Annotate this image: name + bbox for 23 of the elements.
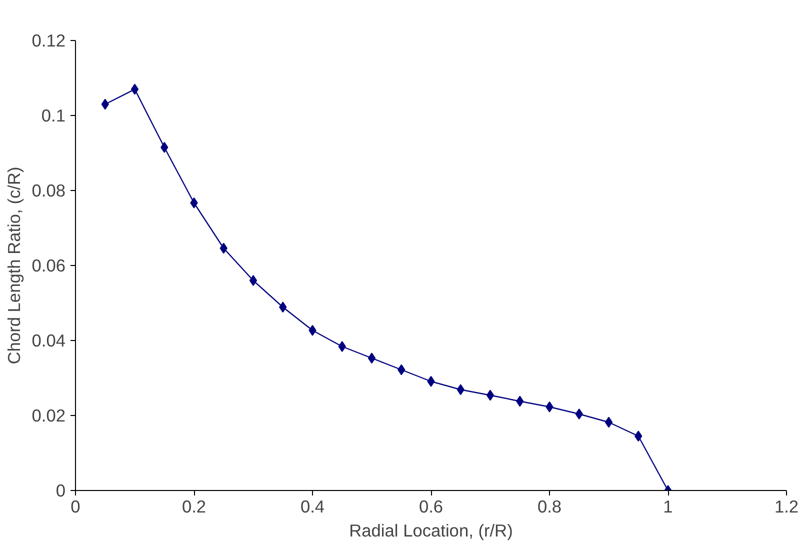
y-tick-label: 0.02 <box>32 406 66 426</box>
x-tick-label: 0.2 <box>182 496 206 516</box>
y-tick-label: 0.12 <box>32 30 66 50</box>
x-tick-label: 1.2 <box>774 496 799 516</box>
x-tick-label: 0.6 <box>418 496 444 516</box>
point <box>338 341 346 352</box>
point <box>368 352 376 364</box>
x-tick-label: 1 <box>663 496 673 516</box>
point <box>575 408 583 420</box>
x-axis-title: Radial Location, (r/R) <box>349 520 513 540</box>
x-tick-label: 0.4 <box>300 496 325 516</box>
point <box>604 416 613 428</box>
y-tick-label: 0.04 <box>32 330 66 350</box>
point <box>486 390 494 401</box>
x-tick-label: 0.8 <box>537 496 562 516</box>
y-tick-label: 0.1 <box>41 106 66 126</box>
y-tick-label: 0.06 <box>32 256 66 276</box>
y-tick-label: 0 <box>56 480 66 500</box>
x-tick-label: 0 <box>70 496 80 516</box>
y-tick-label: 0.08 <box>32 180 66 200</box>
point <box>249 275 258 286</box>
point <box>130 84 139 95</box>
y-axis-title: Chord Length Ratio, (c/R) <box>4 166 24 364</box>
